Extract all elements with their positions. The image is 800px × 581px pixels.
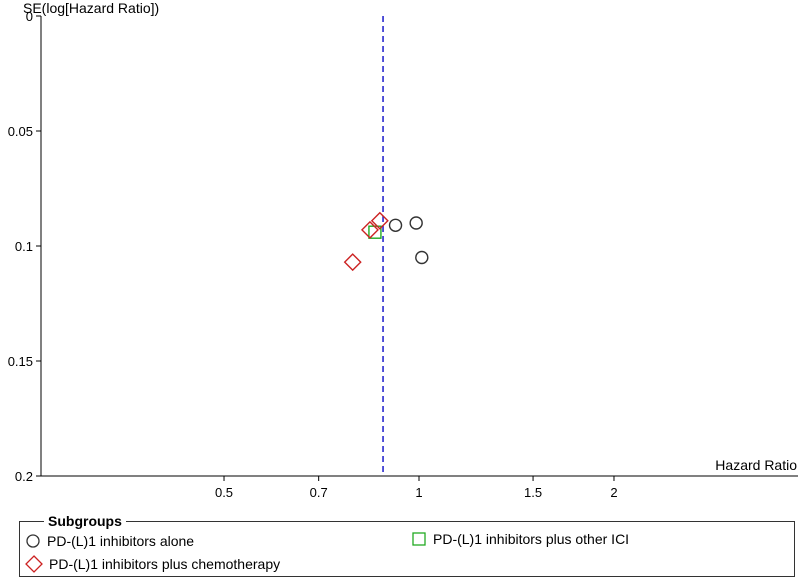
x-tick-label: 0.7	[310, 485, 328, 500]
legend-item-alone: PD-(L)1 inhibitors alone	[25, 533, 194, 549]
diamond-point	[360, 220, 379, 239]
diamond-point	[343, 253, 362, 272]
circle-point	[388, 218, 403, 233]
square-icon	[412, 532, 426, 546]
y-tick-label: 0.15	[8, 354, 33, 369]
axes: 0 0.05 0.1 0.15 0.2 0.5 0.7 1 1.5 2	[8, 9, 798, 500]
y-axis-label: SE(log[Hazard Ratio])	[23, 0, 159, 16]
legend-item-chemotherapy: PD-(L)1 inhibitors plus chemotherapy	[25, 555, 280, 573]
x-axis-label: Hazard Ratio	[715, 457, 797, 473]
y-tick-label: 0.2	[15, 469, 33, 484]
diamond-point	[370, 211, 389, 230]
legend-title: Subgroups	[44, 513, 126, 529]
x-tick-label: 0.5	[215, 485, 233, 500]
funnel-plot: 0 0.05 0.1 0.15 0.2 0.5 0.7 1 1.5 2 SE(log[Hazard…	[8, 0, 798, 500]
x-tick-label: 1.5	[524, 485, 542, 500]
data-points	[343, 211, 429, 272]
legend-label: PD-(L)1 inhibitors plus other ICI	[433, 531, 630, 547]
y-tick-label: 0	[26, 9, 33, 24]
circle-point	[415, 250, 429, 265]
y-tick-label: 0.1	[15, 239, 33, 254]
x-tick-label: 2	[610, 485, 617, 500]
legend-label: PD-(L)1 inhibitors alone	[47, 533, 195, 549]
x-tick-label: 1	[415, 485, 422, 500]
diamond-icon	[25, 555, 43, 573]
legend	[19, 521, 795, 577]
y-tick-label: 0.05	[8, 124, 33, 139]
legend-label: PD-(L)1 inhibitors plus chemotherapy	[49, 556, 281, 572]
circle-icon	[26, 534, 40, 548]
circle-point	[409, 216, 423, 230]
legend-item-other-ici: PD-(L)1 inhibitors plus other ICI	[411, 531, 629, 547]
